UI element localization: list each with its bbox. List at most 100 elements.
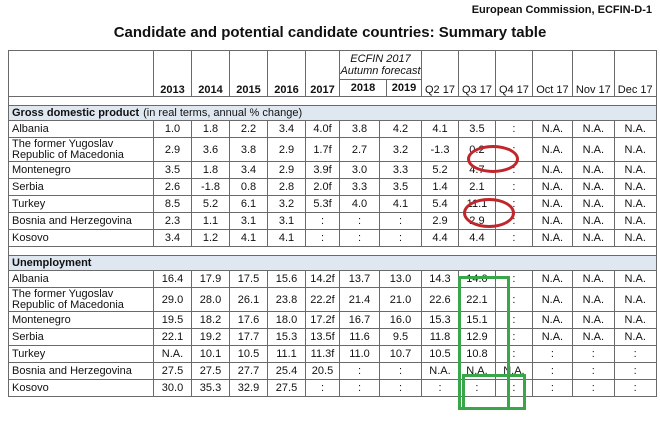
value-cell: N.A.	[613, 212, 657, 230]
value-cell: :	[571, 345, 615, 363]
value-cell: 30.0	[153, 379, 192, 397]
value-cell: 19.5	[153, 311, 192, 329]
forecast-label-2: Autumn forecast	[340, 65, 421, 77]
value-cell: 17.5	[229, 270, 268, 288]
country-name: Serbia	[8, 328, 154, 346]
year-2018: 2018	[341, 80, 387, 96]
value-cell: :	[494, 137, 533, 162]
value-cell: 4.0	[339, 195, 380, 213]
spacer-cell	[8, 246, 657, 256]
value-cell: 11.8	[421, 328, 459, 346]
value-cell: N.A.	[531, 229, 573, 247]
value-cell: 15.6	[267, 270, 306, 288]
value-cell: 11.0	[339, 345, 380, 363]
value-cell: :	[305, 229, 340, 247]
value-cell: :	[571, 379, 615, 397]
value-cell: 0.8	[229, 178, 268, 196]
value-cell: N.A.	[571, 328, 615, 346]
value-cell: 17.2f	[305, 311, 340, 329]
value-cell: 2.9	[267, 137, 306, 162]
value-cell: 17.7	[229, 328, 268, 346]
value-cell: 14.2f	[305, 270, 340, 288]
value-cell: 32.9	[229, 379, 268, 397]
table-row: Montenegro 3.5 1.8 3.4 2.9 3.9f 3.0 3.3 5.2 4.7: N…	[8, 161, 657, 179]
value-cell: 4.1	[379, 195, 422, 213]
year-2013: 2013	[153, 50, 192, 97]
value-cell: 11.1	[457, 195, 496, 213]
value-cell: 3.6	[191, 137, 230, 162]
quarter-q4: Q4 17	[494, 50, 533, 97]
section-title: Unemployment	[8, 255, 657, 271]
value-cell: 5.2	[191, 195, 230, 213]
value-cell: 3.1	[229, 212, 268, 230]
value-cell: 27.7	[229, 362, 268, 380]
value-cell: 16.4	[153, 270, 192, 288]
section-title: Gross domestic product (in real terms, an…	[8, 105, 657, 121]
table-row: Montenegro 19.5 18.2 17.6 18.0 17.2f 16.7 16.0 1…	[8, 311, 657, 329]
value-cell: N.A.	[531, 161, 573, 179]
year-2016: 2016	[267, 50, 306, 97]
section-subtitle: (in real terms, annual % change)	[143, 107, 303, 119]
month-oct: Oct 17	[531, 50, 573, 97]
value-cell: 2.6	[153, 178, 192, 196]
value-cell: :	[494, 212, 533, 230]
table-row: Bosnia and Herzegovina 27.5 27.5 27.7 25.4 20…	[8, 362, 657, 380]
value-cell: :	[379, 362, 422, 380]
country-name: Serbia	[8, 178, 154, 196]
value-cell: 4.7	[457, 161, 496, 179]
value-cell: 4.4	[457, 229, 496, 247]
page-title: Candidate and potential candidate countr…	[113, 24, 547, 41]
value-cell: N.A.	[571, 229, 615, 247]
value-cell: N.A.	[613, 161, 657, 179]
value-cell: 10.1	[191, 345, 230, 363]
value-cell: 3.4	[229, 161, 268, 179]
forecast-label-1: ECFIN 2017	[350, 53, 411, 65]
value-cell: N.A.	[613, 137, 657, 162]
value-cell: :	[494, 120, 533, 138]
value-cell: N.A.	[613, 287, 657, 312]
value-cell: N.A.	[531, 195, 573, 213]
value-cell: 13.7	[339, 270, 380, 288]
section-title-text: Unemployment	[12, 257, 92, 269]
value-cell: 3.5	[457, 120, 496, 138]
value-cell: 5.4	[421, 195, 459, 213]
country-name: Turkey	[8, 345, 154, 363]
value-cell: 1.2	[191, 229, 230, 247]
value-cell: N.A.	[571, 137, 615, 162]
value-cell: 4.4	[421, 229, 459, 247]
value-cell: N.A.	[531, 178, 573, 196]
table-row: The former Yugoslav Republic of Macedoni…	[8, 137, 657, 162]
value-cell: :	[494, 270, 533, 288]
value-cell: 3.3	[339, 178, 380, 196]
source-label: European Commission, ECFIN-D-1	[471, 4, 652, 16]
value-cell: N.A.	[613, 229, 657, 247]
value-cell: 13.0	[379, 270, 422, 288]
table-row: Kosovo 3.4 1.2 4.1 4.1:::4.4 4.4: N.A. N.A. N.A.	[8, 229, 657, 247]
country-name: Bosnia and Herzegovina	[8, 362, 154, 380]
value-cell: 4.1	[267, 229, 306, 247]
value-cell: 22.1	[153, 328, 192, 346]
value-cell: 20.5	[305, 362, 340, 380]
header-corner	[8, 50, 154, 97]
value-cell: :	[613, 362, 657, 380]
table-row: Bosnia and Herzegovina 2.3 1.1 3.1 3.1:::2.9…	[8, 212, 657, 230]
value-cell: 2.9	[153, 137, 192, 162]
quarter-q2: Q2 17	[421, 50, 459, 97]
value-cell: 3.1	[267, 212, 306, 230]
value-cell: 3.8	[339, 120, 380, 138]
value-cell: N.A.	[457, 362, 496, 380]
value-cell: :	[421, 379, 459, 397]
value-cell: 3.0	[339, 161, 380, 179]
value-cell: :	[379, 229, 422, 247]
country-name: Kosovo	[8, 379, 154, 397]
forecast-header: ECFIN 2017 Autumn forecast 2018 2019	[339, 50, 422, 97]
value-cell: :	[531, 362, 573, 380]
section-header: Gross domestic product (in real terms, an…	[8, 105, 657, 121]
value-cell: N.A.	[571, 195, 615, 213]
value-cell: 4.1	[421, 120, 459, 138]
value-cell: 11.3f	[305, 345, 340, 363]
table-row: Albania 1.0 1.8 2.2 3.4 4.0f 3.8 4.2 4.1 3.5: N.A.…	[8, 120, 657, 138]
value-cell: :	[571, 362, 615, 380]
value-cell: N.A.	[571, 120, 615, 138]
value-cell: N.A.	[153, 345, 192, 363]
